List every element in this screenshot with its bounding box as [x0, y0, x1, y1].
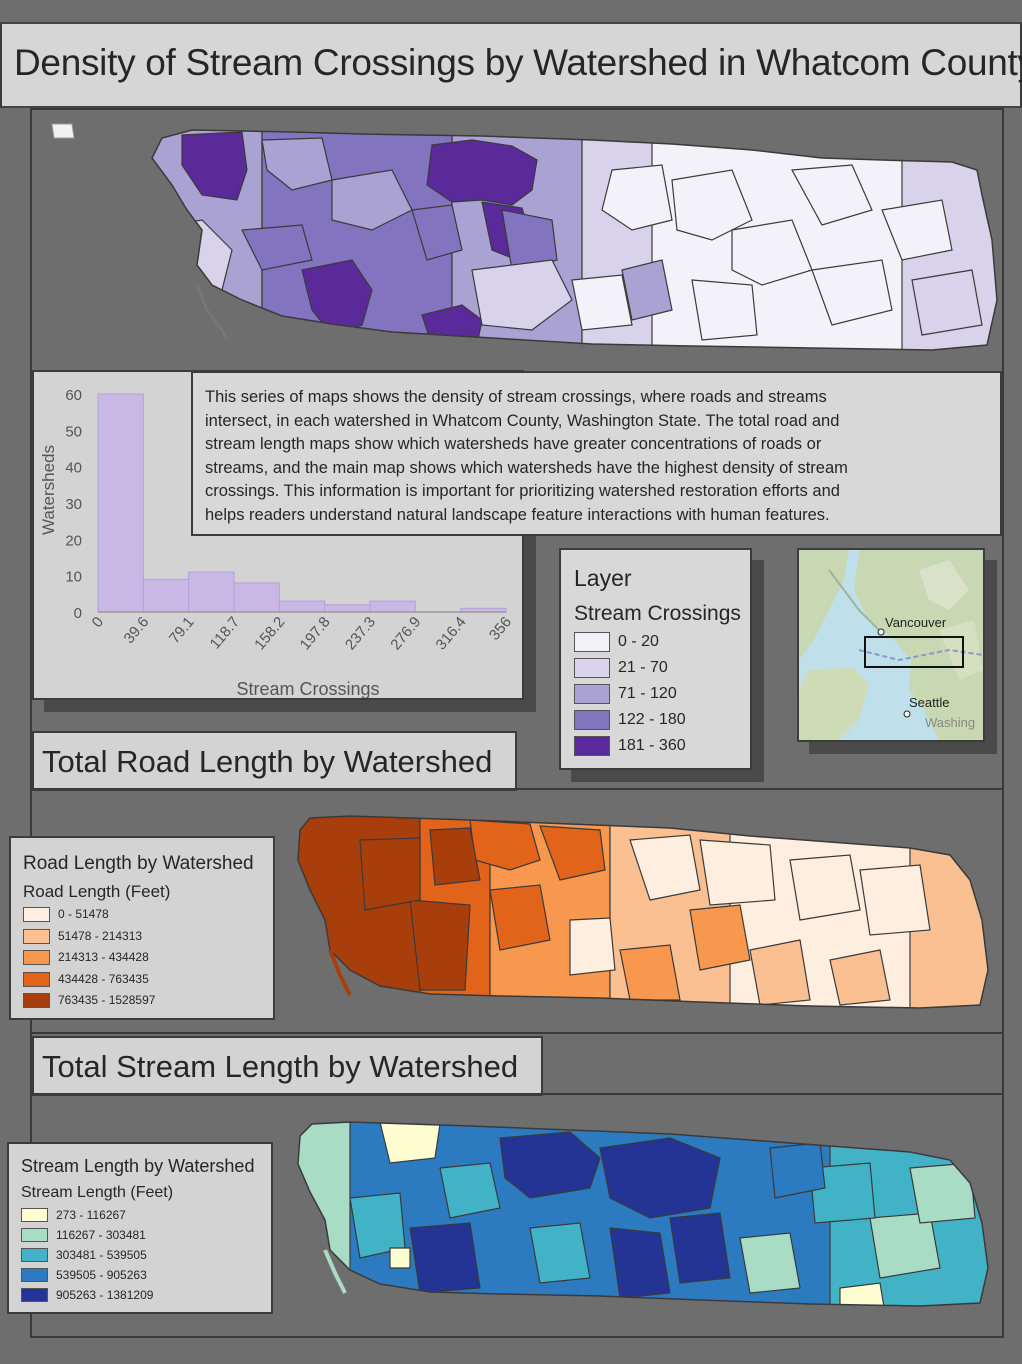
- legend-swatch: [21, 1268, 48, 1282]
- description-line: streams, and the main map shows which wa…: [205, 458, 848, 477]
- legend-label: 116267 - 303481: [56, 1228, 146, 1242]
- stream-legend-title: Stream Length by Watershed: [21, 1156, 255, 1176]
- x-tick-label: 39.6: [121, 614, 153, 647]
- x-tick-label: 276.9: [387, 614, 424, 654]
- road-section-title: Total Road Length by Watershed: [32, 731, 517, 791]
- histogram-bar: [97, 393, 144, 613]
- histogram-bar: [369, 600, 416, 613]
- vancouver-marker: [877, 628, 885, 636]
- page-title: Density of Stream Crossings by Watershed…: [14, 42, 1022, 83]
- histogram-bar: [233, 582, 280, 613]
- legend-label: 181 - 360: [618, 737, 686, 754]
- road-map: [297, 815, 989, 1009]
- legend-swatch: [23, 928, 50, 944]
- legend-swatch: [21, 1248, 48, 1262]
- inset-map: Vancouver Seattle Washing: [797, 548, 985, 742]
- y-axis-label: Watersheds: [39, 445, 58, 535]
- x-tick-label: 316.4: [433, 614, 470, 654]
- legend-label: 214313 - 434428: [58, 950, 149, 964]
- inset-label-vancouver: Vancouver: [885, 615, 947, 630]
- histogram-bar: [142, 578, 190, 613]
- legend-label: 0 - 20: [618, 633, 659, 650]
- y-tick-label: 20: [65, 532, 82, 549]
- description-text: This series of maps shows the density of…: [205, 386, 848, 528]
- seattle-marker: [903, 710, 911, 718]
- legend-label: 71 - 120: [618, 685, 677, 702]
- legend-swatch: [23, 950, 50, 965]
- legend-label: 434428 - 763435: [58, 971, 149, 986]
- legend-swatch: [21, 1228, 48, 1242]
- legend-swatch: [23, 993, 50, 1008]
- legend-swatch: [21, 1288, 48, 1302]
- crossings-map-frame: [30, 108, 1004, 370]
- description-panel: This series of maps shows the density of…: [191, 371, 1002, 536]
- legend-swatch: [23, 907, 50, 922]
- study-area-box: [864, 636, 964, 668]
- road-legend: Road Length by Watershed Road Length (Fe…: [9, 836, 275, 1020]
- inset-label-washington: Washing: [925, 715, 975, 730]
- y-tick-label: 60: [65, 387, 82, 404]
- road-legend-subtitle: Road Length (Feet): [23, 882, 171, 901]
- legend-swatch: [21, 1208, 48, 1222]
- description-line: intersect, in each watershed in Whatcom …: [205, 411, 840, 430]
- flag-icon: [51, 123, 75, 139]
- y-tick-label: 10: [65, 569, 82, 586]
- legend-label: 303481 - 539505: [56, 1248, 147, 1262]
- stream-map: [297, 1121, 989, 1307]
- legend-swatch: [574, 710, 610, 730]
- legend-label: 51478 - 214313: [58, 928, 143, 943]
- histogram-bar: [278, 600, 326, 613]
- x-axis-label: Stream Crossings: [236, 679, 379, 698]
- x-tick-label: 237.3: [342, 614, 379, 654]
- x-tick-label: 0: [89, 614, 107, 631]
- description-line: crossings. This information is important…: [205, 482, 840, 501]
- road-legend-title: Road Length by Watershed: [23, 853, 254, 874]
- y-tick-label: 30: [65, 496, 82, 513]
- legend-swatch: [574, 658, 610, 678]
- legend-label: 539505 - 905263: [56, 1268, 147, 1282]
- legend-swatch: [574, 632, 610, 652]
- description-line: This series of maps shows the density of…: [205, 388, 827, 406]
- y-tick-label: 0: [74, 605, 82, 622]
- legend-swatch: [574, 684, 610, 704]
- title-bar: Density of Stream Crossings by Watershed…: [0, 22, 1022, 108]
- x-tick-label: 356: [486, 614, 515, 644]
- x-tick-label: 118.7: [207, 614, 243, 653]
- y-tick-label: 40: [65, 460, 82, 477]
- legend-label: 763435 - 1528597: [58, 993, 156, 1007]
- histogram-chart: 0 10 20 30 40 50 60 0 39.6 79.1 118.7 158.2 197.8 23…: [39, 387, 515, 699]
- legend-label: 273 - 116267: [56, 1208, 126, 1222]
- legend-heading: Layer: [574, 565, 632, 591]
- histogram-bar: [324, 604, 371, 613]
- legend-label: 0 - 51478: [58, 907, 109, 921]
- histogram-bar: [188, 571, 235, 613]
- legend-label: 21 - 70: [618, 659, 668, 676]
- x-tick-label: 197.8: [297, 614, 334, 654]
- legend-title: Stream Crossings: [574, 602, 741, 625]
- inset-label-seattle: Seattle: [909, 695, 949, 710]
- stream-section-title: Total Stream Length by Watershed: [32, 1036, 543, 1096]
- x-tick-label: 158.2: [251, 614, 288, 654]
- legend-swatch: [23, 971, 50, 987]
- description-line: stream length maps show which watersheds…: [205, 435, 822, 454]
- x-tick-label: 79.1: [166, 614, 198, 647]
- legend-swatch: [574, 736, 610, 756]
- legend-label: 905263 - 1381209: [56, 1288, 154, 1302]
- description-line: helps readers understand natural landsca…: [205, 505, 830, 524]
- stream-legend: Stream Length by Watershed Stream Length…: [7, 1142, 273, 1314]
- y-tick-label: 50: [65, 423, 82, 440]
- crossings-legend: Layer Stream Crossings 0 - 20 21 - 70 71 -…: [559, 548, 752, 770]
- crossings-map: [51, 123, 998, 351]
- legend-label: 122 - 180: [618, 711, 686, 728]
- stream-legend-subtitle: Stream Length (Feet): [21, 1184, 174, 1201]
